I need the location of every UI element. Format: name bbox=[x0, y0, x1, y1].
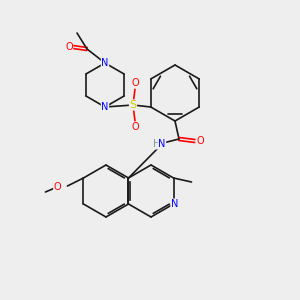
Text: S: S bbox=[129, 100, 137, 110]
Text: O: O bbox=[196, 136, 204, 146]
Text: O: O bbox=[65, 42, 73, 52]
Text: N: N bbox=[171, 199, 178, 209]
Text: O: O bbox=[131, 122, 139, 132]
Text: N: N bbox=[101, 102, 109, 112]
Text: O: O bbox=[131, 78, 139, 88]
Text: H: H bbox=[153, 139, 161, 149]
Text: N: N bbox=[101, 58, 109, 68]
Text: N: N bbox=[158, 139, 166, 149]
Text: O: O bbox=[54, 182, 61, 192]
